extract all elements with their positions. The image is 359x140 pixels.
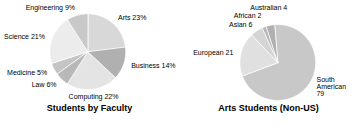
svg-text:Australian 4: Australian 4 <box>250 4 287 11</box>
svg-text:Medicine 5%: Medicine 5% <box>7 69 47 76</box>
svg-text:Arts 23%: Arts 23% <box>118 14 146 21</box>
html-text:Arts Students (Non-US): Arts Students (Non-US) <box>218 103 319 113</box>
svg-text:Law 6%: Law 6% <box>32 81 57 88</box>
svg-text:African 2: African 2 <box>234 12 262 19</box>
svg-text:Business 14%: Business 14% <box>131 62 175 69</box>
svg-text:SouthAmerican79: SouthAmerican79 <box>316 76 346 97</box>
html-text:Students by Faculty: Students by Faculty <box>46 103 133 113</box>
svg-text:Science 21%: Science 21% <box>4 33 45 40</box>
svg-text:Asian 6: Asian 6 <box>229 21 252 28</box>
svg-text:European 21: European 21 <box>193 49 233 57</box>
svg-text:Computing 22%: Computing 22% <box>69 93 119 101</box>
svg-text:Engineering 9%: Engineering 9% <box>26 4 75 12</box>
